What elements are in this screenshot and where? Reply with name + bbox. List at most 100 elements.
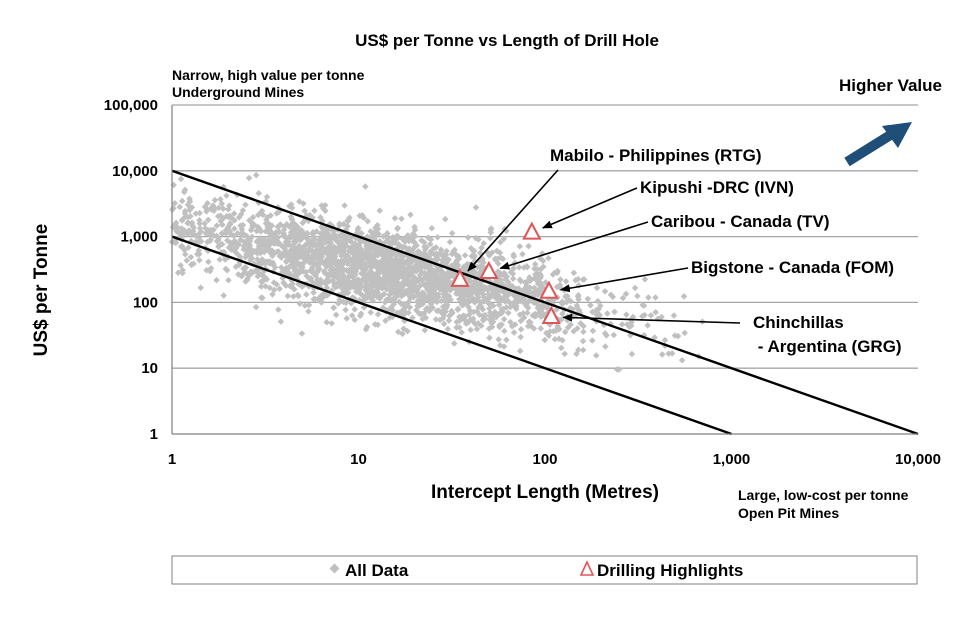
data-point (525, 242, 532, 250)
data-point (201, 220, 208, 227)
data-point (227, 231, 235, 238)
data-point (397, 273, 405, 280)
data-point (515, 264, 523, 271)
data-point (348, 312, 356, 319)
data-point (486, 300, 493, 308)
data-point (343, 315, 350, 322)
data-point (573, 350, 580, 358)
data-point (288, 221, 295, 228)
data-point (449, 309, 456, 317)
data-point (471, 252, 478, 259)
data-point (442, 298, 449, 305)
data-point (427, 248, 434, 256)
data-point (475, 257, 483, 264)
data-point (213, 276, 220, 284)
data-point (289, 280, 296, 288)
data-point (223, 192, 230, 199)
data-point (574, 325, 581, 332)
data-point (478, 288, 486, 295)
data-point (371, 321, 379, 328)
data-point (307, 239, 314, 246)
higher-value-arrow-shaft (844, 129, 895, 167)
data-point (430, 269, 438, 276)
data-point (333, 283, 341, 290)
data-point (270, 279, 278, 286)
data-point (537, 325, 545, 332)
data-point (432, 316, 440, 323)
data-point (514, 298, 521, 305)
data-point (267, 229, 275, 236)
data-point (524, 309, 531, 317)
data-point (280, 279, 287, 287)
data-point (458, 329, 465, 336)
data-point (187, 253, 195, 261)
data-point (507, 269, 515, 276)
data-point (504, 297, 512, 305)
data-point (487, 234, 494, 242)
data-point (564, 324, 572, 331)
data-point (372, 224, 379, 232)
data-point (390, 300, 397, 308)
data-point (255, 248, 262, 255)
data-point (472, 204, 480, 211)
data-point (527, 289, 534, 296)
data-point (274, 234, 281, 242)
data-point (647, 312, 655, 319)
data-point (575, 296, 582, 303)
data-point (189, 229, 196, 237)
data-point (391, 215, 399, 222)
data-point (245, 239, 253, 247)
data-point (498, 297, 505, 304)
data-point (517, 326, 525, 333)
data-point (396, 286, 404, 293)
data-point (302, 268, 310, 276)
data-point (181, 188, 188, 196)
data-point (215, 204, 222, 212)
data-point (181, 246, 188, 254)
data-point (351, 278, 358, 285)
data-point (263, 193, 271, 201)
data-point (639, 301, 647, 309)
data-point (601, 288, 609, 295)
data-point (510, 329, 518, 336)
data-point (486, 294, 493, 302)
data-point (257, 283, 265, 290)
data-point (455, 253, 462, 260)
data-point (305, 301, 313, 309)
data-point (495, 336, 502, 343)
data-point (324, 245, 331, 253)
data-point (579, 346, 587, 354)
data-point (434, 293, 442, 301)
data-point (325, 278, 333, 285)
data-point (562, 278, 570, 285)
data-point (678, 357, 686, 364)
data-point (241, 268, 248, 276)
highlight-marker-2 (479, 260, 499, 279)
x-tick-label-1: 10 (350, 451, 367, 468)
data-point (337, 267, 345, 274)
data-point (349, 283, 357, 291)
data-point (234, 230, 241, 237)
data-point (474, 291, 482, 298)
data-point (680, 293, 688, 300)
legend-drilling-highlights-marker (579, 560, 595, 576)
y-tick-label-2: 100 (133, 294, 158, 311)
data-point (398, 215, 405, 222)
data-point (308, 278, 316, 285)
data-point (181, 210, 189, 217)
data-point (262, 220, 270, 227)
data-point (420, 252, 427, 259)
data-point (361, 264, 369, 272)
data-point (681, 329, 689, 337)
data-point (615, 366, 623, 373)
data-point (188, 261, 195, 269)
data-point (631, 284, 639, 292)
data-point (370, 292, 378, 299)
data-point (267, 247, 275, 254)
data-point (652, 309, 659, 316)
data-point (520, 310, 527, 317)
corner-note-bottom-right-line-2: Open Pit Mines (738, 505, 839, 521)
data-point (661, 336, 669, 344)
data-point (325, 231, 333, 238)
data-point (415, 248, 422, 255)
